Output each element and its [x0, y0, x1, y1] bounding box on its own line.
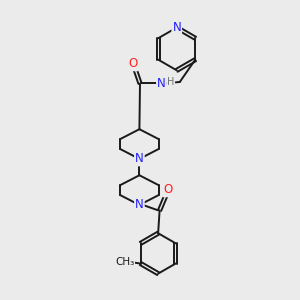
Text: CH₃: CH₃ — [115, 257, 134, 267]
Text: O: O — [163, 183, 172, 196]
Text: N: N — [135, 152, 144, 165]
Text: H: H — [167, 77, 175, 87]
Text: N: N — [135, 199, 144, 212]
Text: O: O — [128, 57, 138, 70]
Text: N: N — [157, 77, 166, 90]
Text: N: N — [172, 21, 181, 34]
